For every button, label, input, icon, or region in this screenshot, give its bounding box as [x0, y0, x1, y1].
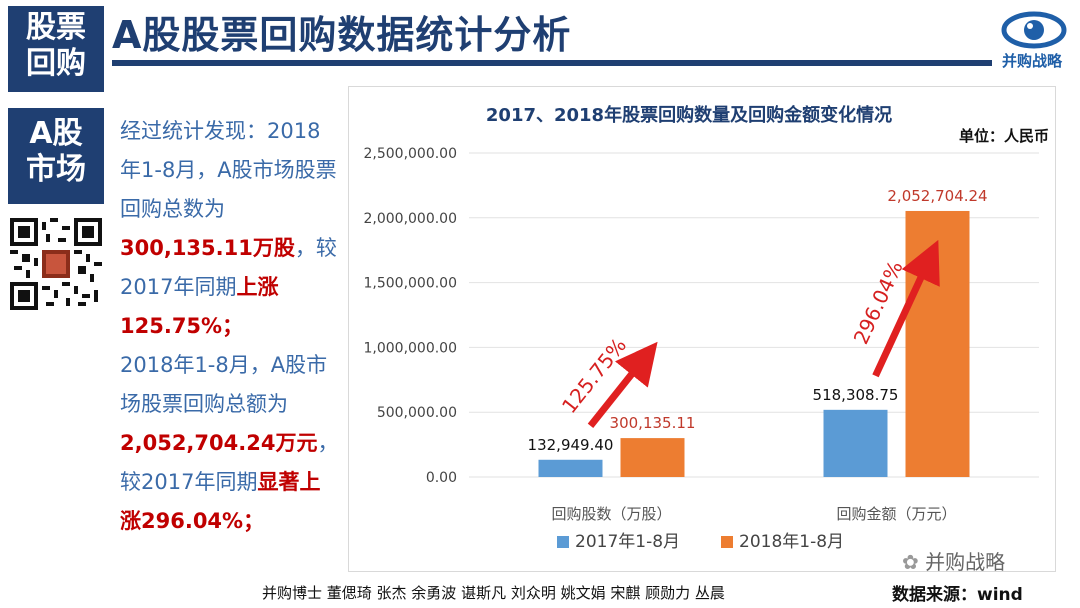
title-divider	[112, 60, 992, 66]
market-tag-line1: A股	[29, 116, 83, 151]
legend-swatch	[557, 536, 569, 548]
qr-code-icon	[10, 218, 102, 310]
eye-logo-icon	[1001, 11, 1067, 49]
data-source: 数据来源：wind	[892, 585, 1023, 605]
y-tick-label: 1,000,000.00	[363, 340, 457, 356]
y-tick-label: 2,500,000.00	[363, 146, 457, 162]
bar-value-label: 518,308.75	[813, 386, 899, 404]
growth-arrow	[872, 239, 940, 378]
bar	[905, 210, 970, 477]
buyback-bar-chart: 2017、2018年股票回购数量及回购金额变化情况 单位：人民币 0.00 500…	[363, 104, 1049, 552]
topic-tag: 股票 回购	[8, 6, 104, 92]
wechat-account: ✿ 并购战略	[902, 546, 1005, 575]
page-title: A股股票回购数据统计分析	[112, 13, 572, 57]
bar	[620, 438, 685, 477]
chart-title: 2017、2018年股票回购数量及回购金额变化情况	[486, 104, 892, 126]
topic-tag-line2: 回购	[26, 46, 86, 81]
summary-part4: ，较2017年同期	[120, 431, 339, 494]
bar-value-label: 300,135.11	[610, 414, 696, 432]
bar-value-label: 2,052,704.24	[887, 187, 987, 205]
summary-share-growth: 上涨125.75%；	[120, 275, 279, 338]
summary-part1: 经过统计发现：2018年1-8月，A股市场股票回购总数为	[120, 119, 337, 221]
legend-swatch	[721, 536, 733, 548]
legend-label: 2017年1-8月	[575, 532, 680, 552]
summary-part2: ，较2017年同期	[120, 236, 337, 299]
wechat-icon: ✿	[902, 550, 926, 574]
wechat-account-name: 并购战略	[925, 550, 1006, 574]
bar	[538, 459, 603, 477]
growth-annotation: 296.04%	[849, 257, 908, 348]
summary-amount: 2,052,704.24万元	[120, 431, 318, 455]
y-tick-label: 500,000.00	[377, 405, 457, 421]
summary-amount-growth: 显著上涨296.04%；	[120, 470, 321, 533]
summary-part3: 2018年1-8月，A股市场股票回购总额为	[120, 353, 328, 416]
bar	[823, 409, 888, 477]
market-tag: A股 市场	[8, 108, 104, 204]
summary-text: 经过统计发现：2018年1-8月，A股市场股票回购总数为 300,135.11万股…	[120, 112, 340, 541]
topic-tag-line1: 股票	[26, 10, 86, 45]
y-tick-label: 1,500,000.00	[363, 276, 457, 292]
growth-annotation: 125.75%	[557, 333, 631, 418]
y-tick-label: 2,000,000.00	[363, 211, 457, 227]
chart-panel: 2017、2018年股票回购数量及回购金额变化情况 单位：人民币 0.00 500…	[348, 86, 1056, 572]
author-credits: 并购博士 董偲琦 张杰 余勇波 谌斯凡 刘众明 姚文娟 宋麒 顾勋力 丛晨	[262, 584, 725, 602]
y-tick-label: 0.00	[426, 470, 457, 486]
x-category-label: 回购股数（万股）	[551, 505, 671, 523]
market-tag-line2: 市场	[26, 152, 86, 187]
legend-label: 2018年1-8月	[739, 532, 844, 552]
growth-arrow	[587, 341, 658, 428]
logo-text: 并购战略	[1001, 52, 1062, 70]
unit-label: 单位：人民币	[959, 127, 1049, 145]
bar-value-label: 132,949.40	[528, 436, 614, 454]
x-category-label: 回购金额（万元）	[836, 505, 956, 523]
summary-share-count: 300,135.11万股	[120, 236, 295, 260]
